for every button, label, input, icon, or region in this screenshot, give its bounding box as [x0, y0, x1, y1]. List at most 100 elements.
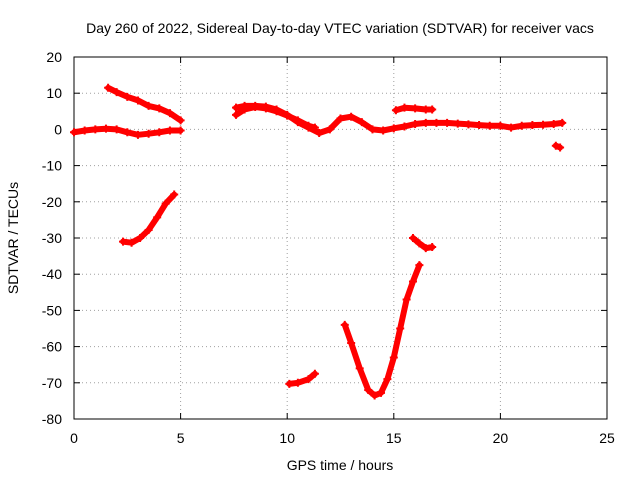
data-point	[411, 119, 420, 128]
y-tick-label: 0	[54, 121, 62, 137]
y-tick-label: -10	[42, 158, 62, 174]
data-point	[165, 126, 174, 135]
data-point	[144, 101, 153, 110]
y-axis-label: SDTVAR / TECUs	[5, 182, 21, 294]
data-point	[453, 119, 462, 128]
grid	[74, 57, 607, 419]
data-point	[400, 103, 409, 112]
data-point	[428, 105, 437, 114]
data-point	[176, 126, 185, 135]
data-point	[396, 324, 405, 333]
data-point	[285, 379, 294, 388]
data-point	[155, 128, 164, 137]
data-point	[123, 128, 132, 137]
x-axis-label: GPS time / hours	[287, 457, 394, 473]
data-point	[383, 375, 392, 384]
x-tick-label: 20	[493, 430, 509, 446]
data-point	[347, 338, 356, 347]
data-point	[539, 120, 548, 129]
data-point	[364, 386, 373, 395]
data-point	[415, 239, 424, 248]
data-point	[310, 123, 319, 132]
data-point	[293, 378, 302, 387]
data-point	[261, 104, 270, 113]
data-point	[528, 121, 537, 130]
y-tick-label: -20	[42, 194, 62, 210]
data-point	[155, 104, 164, 113]
x-tick-label: 25	[599, 430, 615, 446]
data-point	[443, 118, 452, 127]
data-point	[551, 141, 560, 150]
data-point	[272, 107, 281, 116]
data-point	[411, 104, 420, 113]
data-point	[340, 320, 349, 329]
data-point	[368, 125, 377, 134]
data-point	[293, 116, 302, 125]
data-point	[415, 261, 424, 270]
data-point	[251, 102, 260, 111]
data-point	[496, 121, 505, 130]
data-point	[112, 125, 121, 134]
data-point	[315, 129, 324, 138]
series-line-seg9	[341, 262, 423, 399]
data-point	[421, 118, 430, 127]
data-point	[91, 125, 100, 134]
data-point	[283, 111, 292, 120]
data-point	[485, 121, 494, 130]
data-point	[379, 126, 388, 135]
data-point	[240, 105, 249, 114]
data-point	[464, 120, 473, 129]
data-point	[144, 226, 153, 235]
data-point	[336, 114, 345, 123]
data-point	[558, 118, 567, 127]
x-tick-label: 10	[279, 430, 295, 446]
data-point	[556, 143, 565, 152]
data-point	[325, 125, 334, 134]
data-point	[232, 103, 241, 112]
data-point	[432, 118, 441, 127]
data-point	[517, 121, 526, 130]
data-point	[123, 92, 132, 101]
data-point	[357, 118, 366, 127]
data-point	[80, 126, 89, 135]
y-tick-label: -30	[42, 230, 62, 246]
x-tick-label: 5	[177, 430, 185, 446]
data-point	[165, 109, 174, 118]
data-point	[133, 130, 142, 139]
data-point	[101, 124, 110, 133]
y-tick-label: -80	[42, 411, 62, 427]
data-point	[377, 388, 386, 397]
data-point	[144, 129, 153, 138]
x-tick-label: 15	[386, 430, 402, 446]
data-point	[391, 106, 400, 115]
data-point	[370, 391, 379, 400]
x-axis: 0 5 10 15 20 25	[70, 57, 615, 446]
data-point	[232, 110, 241, 119]
series-line-seg8	[286, 370, 318, 387]
data-point	[310, 369, 319, 378]
data-point	[402, 295, 411, 304]
data-point	[119, 237, 128, 246]
y-axis: 20 10 0 -10 -20 -30 -40 -50 -60 -70 -80	[42, 49, 607, 427]
y-tick-label: 20	[46, 49, 62, 65]
data-point	[475, 121, 484, 130]
data-point	[304, 121, 313, 130]
data-point	[347, 112, 356, 121]
data-point	[421, 244, 430, 253]
data-point	[428, 243, 437, 252]
data-point	[549, 119, 558, 128]
y-tick-label: -60	[42, 339, 62, 355]
data-point	[127, 238, 136, 247]
data-point	[104, 83, 113, 92]
data-point	[507, 123, 516, 132]
data-point	[153, 213, 162, 222]
y-tick-label: -40	[42, 266, 62, 282]
x-tick-label: 0	[70, 430, 78, 446]
y-tick-label: 10	[46, 85, 62, 101]
data-point	[170, 190, 179, 199]
series-layer	[70, 83, 567, 400]
data-point	[70, 128, 78, 137]
chart-title: Day 260 of 2022, Sidereal Day-to-day VTE…	[86, 20, 594, 36]
